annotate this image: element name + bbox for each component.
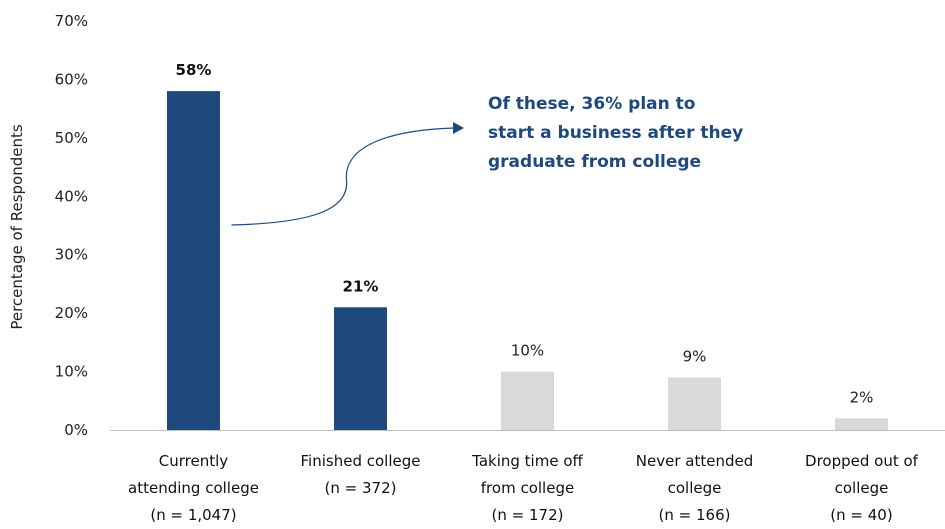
x-category-label: Finished college (n = 372) xyxy=(301,452,421,497)
y-axis: 0% 10% 20% 30% 40% 50% 60% 70% xyxy=(55,12,88,439)
y-tick-label: 40% xyxy=(55,187,88,205)
data-labels: 58% 21% 10% 9% 2% xyxy=(176,61,874,406)
annotation-arrow xyxy=(231,127,455,226)
annotation: Of these, 36% plan to start a business af… xyxy=(231,94,743,226)
y-tick-label: 30% xyxy=(55,246,88,264)
x-axis-categories: Currently attending college (n = 1,047) Fin… xyxy=(128,452,919,524)
data-label: 2% xyxy=(850,388,874,406)
x-category-label: Currently attending college (n = 1,047) xyxy=(128,452,259,524)
y-tick-label: 0% xyxy=(64,421,88,439)
bars xyxy=(167,91,888,430)
y-axis-label: Percentage of Respondents xyxy=(8,124,26,330)
y-tick-label: 20% xyxy=(55,304,88,322)
data-label: 10% xyxy=(511,342,544,360)
bar xyxy=(167,91,220,430)
bar xyxy=(835,418,888,430)
x-category-label: Dropped out of college (n = 40) xyxy=(805,452,919,524)
data-label: 9% xyxy=(683,347,707,365)
data-label: 21% xyxy=(343,277,379,295)
annotation-text: Of these, 36% plan to start a business af… xyxy=(488,94,743,172)
data-label: 58% xyxy=(176,61,212,79)
y-tick-label: 50% xyxy=(55,129,88,147)
bar xyxy=(668,377,721,430)
arrow-head-icon xyxy=(453,122,464,134)
bar xyxy=(501,371,554,430)
y-tick-label: 70% xyxy=(55,12,88,30)
x-category-label: Taking time off from college (n = 172) xyxy=(471,452,583,524)
y-tick-label: 10% xyxy=(55,363,88,381)
y-tick-label: 60% xyxy=(55,70,88,88)
x-category-label: Never attended college (n = 166) xyxy=(636,452,753,524)
bar xyxy=(334,307,387,430)
